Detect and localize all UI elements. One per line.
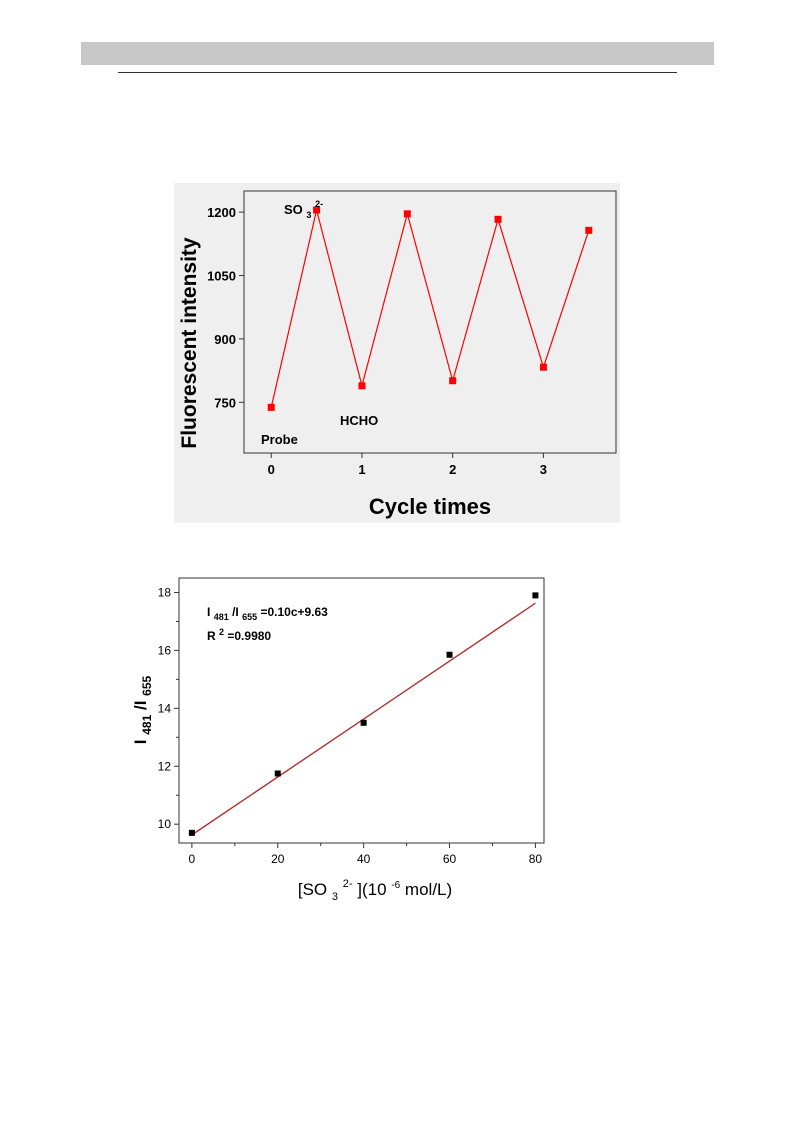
chart2-background bbox=[120, 570, 560, 910]
chart1-data-point bbox=[539, 363, 547, 371]
chart2-y-tick-label: 18 bbox=[158, 585, 172, 599]
chart1-y-tick-label: 750 bbox=[214, 395, 236, 410]
header-rule bbox=[118, 72, 677, 73]
chart2-data-point bbox=[274, 770, 281, 777]
chart1-data-point bbox=[313, 206, 321, 214]
chart2-frame bbox=[178, 577, 545, 844]
cycle-chart: 0 1 2 3 750 900 1050 1200 Cycle times Fluoresce… bbox=[174, 183, 620, 523]
xlabel-end: mol/L) bbox=[405, 880, 452, 899]
chart1-x-tick-label: 2 bbox=[449, 462, 456, 477]
xlabel-sub: 3 bbox=[332, 891, 338, 903]
annotation-probe: Probe bbox=[261, 432, 298, 447]
chart2-points bbox=[188, 592, 539, 836]
chart1-line-path bbox=[270, 209, 590, 408]
annotation-sulfite-sup: 2- bbox=[315, 199, 323, 209]
chart2-data-point bbox=[532, 592, 539, 599]
xlabel-exp: -6 bbox=[391, 880, 400, 891]
chart2-x-tick-label: 20 bbox=[271, 852, 285, 866]
chart2-y-axis-title: I 481 /I 655 bbox=[131, 675, 155, 744]
chart1-data-point bbox=[403, 210, 411, 218]
chart1-background bbox=[174, 183, 620, 523]
equation-sub2: 655 bbox=[242, 612, 257, 622]
annotation-sulfite-sub: 3 bbox=[306, 210, 311, 220]
equation-part3: =0.10c+9.63 bbox=[260, 605, 328, 619]
fit-equation: I 481 /I 655 =0.10c+9.63 bbox=[207, 605, 328, 623]
ylabel-part1: I bbox=[131, 739, 150, 744]
xlabel-mid: ](10 bbox=[357, 880, 386, 899]
chart2-data-point bbox=[188, 829, 195, 836]
chart1-x-tick-label: 1 bbox=[358, 462, 365, 477]
xlabel-sup: 2- bbox=[343, 878, 353, 890]
chart1-data-point bbox=[267, 403, 275, 411]
chart1-data-point bbox=[449, 377, 457, 385]
r2-sup: 2 bbox=[219, 627, 224, 637]
calibration-chart: 0 20 40 60 80 10 12 14 16 18 I 481 /I 655 [SO 3 2… bbox=[120, 570, 560, 910]
equation-part1: I bbox=[207, 605, 210, 619]
chart2-x-tick-label: 40 bbox=[357, 852, 371, 866]
chart1-x-axis-title: Cycle times bbox=[369, 494, 491, 519]
equation-part2: /I bbox=[232, 605, 239, 619]
chart2-y-tick-label: 16 bbox=[158, 643, 172, 657]
chart2-x-tick-label: 60 bbox=[443, 852, 457, 866]
ylabel-part2: /I bbox=[131, 701, 150, 710]
r2-part1: R bbox=[207, 629, 216, 643]
chart1-y-tick-label: 900 bbox=[214, 332, 236, 347]
chart2-y-tick-label: 14 bbox=[158, 701, 172, 715]
chart2-data-point bbox=[360, 719, 367, 726]
r2-part2: =0.9980 bbox=[227, 629, 271, 643]
chart1-x-tick-label: 3 bbox=[540, 462, 547, 477]
chart1-axes: 0 1 2 3 750 900 1050 1200 bbox=[207, 205, 547, 477]
chart2-data-point bbox=[446, 651, 453, 658]
ylabel-sub1: 481 bbox=[140, 714, 154, 734]
chart1-y-axis-title: Fluorescent intensity bbox=[178, 237, 201, 449]
chart2-x-axis-title: [SO 3 2- ](10 -6 mol/L) bbox=[298, 872, 452, 904]
header-bar bbox=[81, 42, 714, 65]
chart2-x-tick-label: 80 bbox=[529, 852, 543, 866]
chart2-x-tick-label: 0 bbox=[189, 852, 196, 866]
annotation-sulfite: SO 3 2- bbox=[284, 199, 323, 221]
chart1-data-point bbox=[358, 382, 366, 390]
chart2-y-tick-label: 10 bbox=[158, 817, 172, 831]
chart2-fit-line bbox=[191, 602, 536, 836]
annotation-sulfite-main: SO bbox=[284, 202, 303, 217]
equation-sub1: 481 bbox=[214, 612, 229, 622]
xlabel-open: [SO bbox=[298, 880, 327, 899]
chart1-y-tick-label: 1050 bbox=[207, 269, 236, 284]
chart1-data-point bbox=[494, 215, 502, 223]
chart1-frame bbox=[243, 190, 617, 454]
r-squared: R 2 =0.9980 bbox=[207, 624, 271, 643]
chart1-x-tick-label: 0 bbox=[268, 462, 275, 477]
chart1-y-tick-label: 1200 bbox=[207, 205, 236, 220]
chart1-points bbox=[267, 206, 593, 411]
chart1-series-line bbox=[270, 209, 590, 408]
chart1-data-point bbox=[585, 226, 593, 234]
chart2-fit-line-group bbox=[191, 602, 536, 836]
chart2-y-tick-label: 12 bbox=[158, 759, 172, 773]
annotation-hcho: HCHO bbox=[340, 413, 378, 428]
chart2-axes: 0 20 40 60 80 10 12 14 16 18 bbox=[158, 585, 543, 866]
ylabel-sub2: 655 bbox=[140, 675, 154, 695]
